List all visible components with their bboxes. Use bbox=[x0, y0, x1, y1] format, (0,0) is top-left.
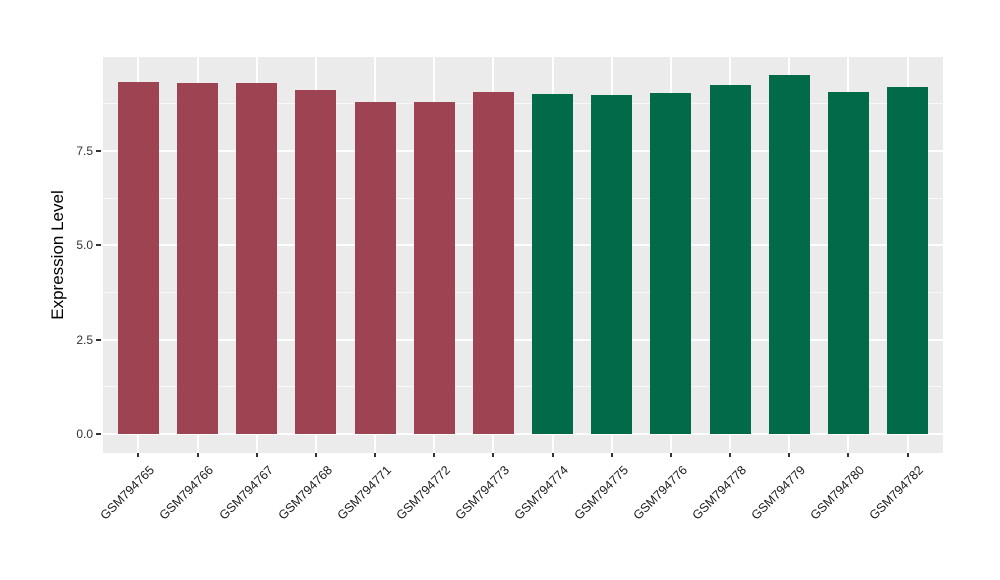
y-tick-label: 7.5 bbox=[76, 144, 93, 159]
gridline-major-horizontal bbox=[103, 338, 943, 341]
y-axis-title: Expression Level bbox=[48, 190, 67, 320]
x-tick-label: GSM794767 bbox=[216, 463, 276, 523]
bar bbox=[354, 101, 396, 434]
x-axis-tick bbox=[314, 453, 317, 457]
bar bbox=[117, 81, 159, 434]
x-axis-tick bbox=[492, 453, 495, 457]
y-axis-tick bbox=[96, 150, 101, 153]
x-axis-tick bbox=[906, 453, 909, 457]
x-axis-tick bbox=[551, 453, 554, 457]
x-axis-tick bbox=[137, 453, 140, 457]
bar bbox=[650, 92, 692, 434]
bar bbox=[827, 92, 869, 434]
x-axis-tick bbox=[196, 453, 199, 457]
x-tick-label: GSM794774 bbox=[511, 463, 572, 523]
gridline-minor-horizontal bbox=[103, 197, 943, 199]
bar bbox=[177, 83, 219, 434]
x-tick-label: GSM794765 bbox=[97, 463, 158, 523]
x-tick-label: GSM794766 bbox=[157, 463, 217, 523]
gridline-minor-horizontal bbox=[103, 386, 943, 388]
y-tick-label: 2.5 bbox=[76, 332, 93, 347]
gridline-minor-horizontal bbox=[103, 292, 943, 293]
bar bbox=[709, 84, 751, 434]
bar bbox=[413, 101, 455, 434]
gridline-major-horizontal bbox=[103, 244, 943, 247]
x-tick-label: GSM794778 bbox=[689, 463, 749, 523]
y-tick-label: 5.0 bbox=[76, 238, 93, 253]
x-axis-tick bbox=[255, 453, 258, 457]
bar bbox=[236, 83, 278, 434]
plot-panel bbox=[103, 57, 943, 453]
gridline-minor-horizontal bbox=[103, 103, 943, 105]
gridline-major-horizontal bbox=[103, 433, 943, 435]
x-tick-label: GSM794775 bbox=[571, 463, 631, 523]
x-axis-tick bbox=[729, 453, 732, 457]
x-tick-label: GSM794773 bbox=[452, 463, 513, 523]
y-tick-label: 0.0 bbox=[76, 427, 93, 441]
bar bbox=[591, 95, 633, 434]
x-axis-tick bbox=[788, 453, 791, 457]
x-axis-tick bbox=[847, 453, 850, 457]
bar bbox=[532, 94, 574, 434]
x-axis-tick bbox=[669, 453, 672, 457]
x-tick-label: GSM794779 bbox=[748, 463, 809, 523]
y-axis-tick bbox=[96, 338, 101, 341]
bar bbox=[472, 92, 514, 434]
bar bbox=[887, 87, 928, 434]
x-axis-tick bbox=[374, 453, 377, 457]
x-tick-label: GSM794782 bbox=[866, 463, 927, 523]
x-tick-label: GSM794780 bbox=[807, 463, 868, 523]
y-axis-tick bbox=[96, 244, 101, 247]
x-tick-label: GSM794771 bbox=[334, 463, 395, 523]
x-axis-tick bbox=[610, 453, 613, 457]
x-tick-label: GSM794772 bbox=[393, 463, 454, 523]
bar bbox=[768, 74, 810, 434]
gridline-major-horizontal bbox=[103, 150, 943, 153]
x-axis-tick bbox=[433, 453, 436, 457]
bar bbox=[295, 89, 337, 434]
x-tick-label: GSM794768 bbox=[275, 463, 335, 523]
y-axis-tick bbox=[96, 433, 101, 435]
x-tick-label: GSM794776 bbox=[630, 463, 690, 523]
